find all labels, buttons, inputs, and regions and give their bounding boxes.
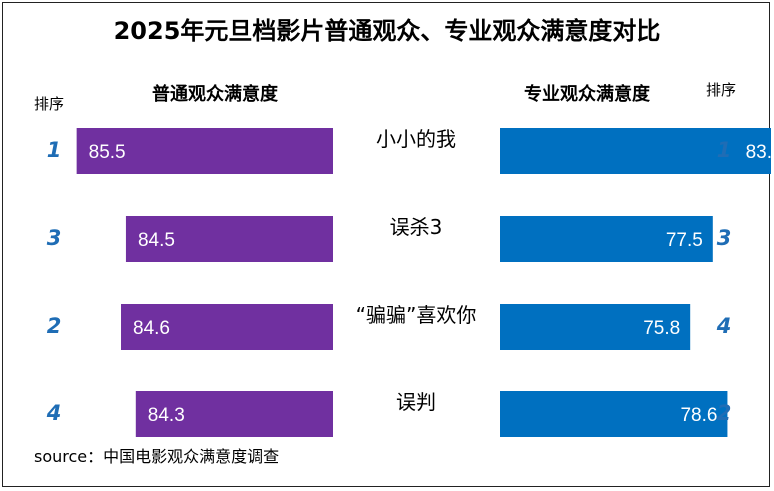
left-bar-3 xyxy=(121,304,333,350)
right-value-label-4: 78.6 xyxy=(680,405,717,426)
right-value-label-1: 83.5 xyxy=(746,142,771,163)
left-value-label-4: 84.3 xyxy=(148,405,185,426)
right-rank-4: 2 xyxy=(717,401,732,425)
right-rank-2: 3 xyxy=(717,226,732,250)
category-label-3: “骗骗”喜欢你 xyxy=(356,303,477,327)
right-value-label-3: 75.8 xyxy=(643,318,680,339)
right-bar-4 xyxy=(500,391,728,437)
left-value-label-2: 84.5 xyxy=(138,230,175,251)
right-series-header: 专业观众满意度 xyxy=(524,83,651,105)
source-note: source：中国电影观众满意度调查 xyxy=(34,447,279,466)
right-bar-3 xyxy=(500,304,691,350)
right-value-label-2: 77.5 xyxy=(666,230,703,251)
category-label-4: 误判 xyxy=(396,390,436,414)
left-value-label-3: 84.6 xyxy=(133,318,170,339)
left-bar-2 xyxy=(125,216,333,262)
category-label-1: 小小的我 xyxy=(376,127,456,151)
left-bar-4 xyxy=(135,391,333,437)
left-rank-header: 排序 xyxy=(34,95,64,113)
left-rank-2: 3 xyxy=(47,226,62,250)
category-label-2: 误杀3 xyxy=(390,215,443,239)
left-bar-1 xyxy=(76,128,333,174)
right-bar-1 xyxy=(500,128,771,174)
left-rank-3: 2 xyxy=(47,314,62,338)
chart-canvas: 2025年元旦档影片普通观众、专业观众满意度对比 排序 普通观众满意度 专业观众… xyxy=(34,17,771,466)
chart-title: 2025年元旦档影片普通观众、专业观众满意度对比 xyxy=(114,17,661,45)
left-rank-1: 1 xyxy=(47,138,62,162)
left-rank-4: 4 xyxy=(46,401,62,425)
right-rank-3: 4 xyxy=(716,314,732,338)
left-value-label-1: 85.5 xyxy=(89,142,126,163)
right-rank-header: 排序 xyxy=(706,81,736,99)
right-rank-1: 1 xyxy=(717,138,732,162)
left-series-header: 普通观众满意度 xyxy=(152,83,279,105)
right-bar-2 xyxy=(500,216,713,262)
